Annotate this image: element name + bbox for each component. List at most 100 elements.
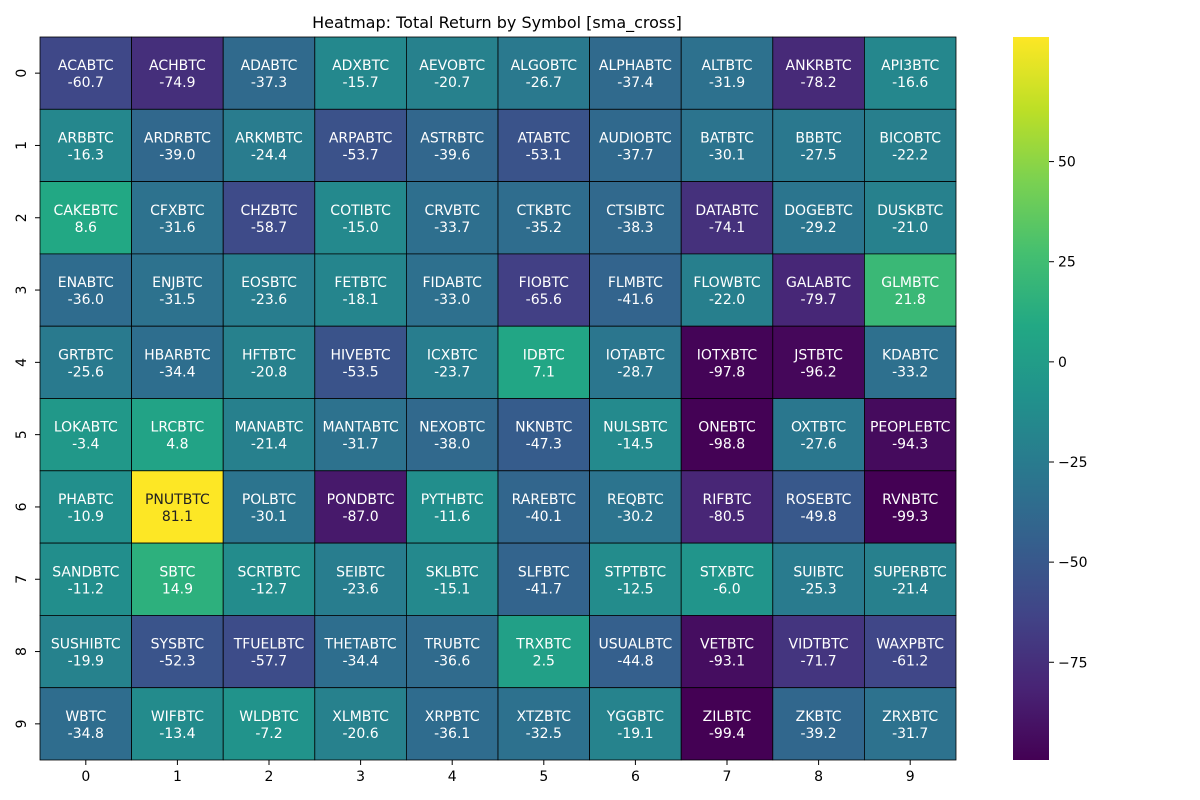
heatmap-cell-rect	[405, 398, 499, 472]
x-tick-label: 0	[81, 769, 90, 785]
heatmap-cell-rect	[589, 615, 682, 689]
cell-value: -33.0	[434, 292, 470, 308]
cell-symbol: EOSBTC	[241, 275, 297, 291]
heatmap-cell: WLDBTC-7.2	[222, 687, 316, 761]
heatmap-cell-rect	[39, 398, 132, 472]
x-tick-label: 4	[448, 769, 457, 785]
heatmap-cell-rect	[680, 615, 774, 689]
cell-value: -30.1	[709, 147, 745, 163]
heatmap-cell: SEIBTC-23.6	[314, 542, 407, 616]
cell-symbol: OXTBTC	[791, 420, 846, 436]
heatmap-cell: PEOPLEBTC-94.3	[864, 398, 957, 472]
cell-symbol: VIDTBTC	[789, 637, 849, 653]
heatmap-cell-rect	[131, 325, 224, 399]
heatmap-cell-rect	[314, 398, 407, 472]
heatmap-cell: SANDBTC-11.2	[39, 542, 132, 616]
cell-symbol: ALTBTC	[701, 58, 752, 74]
heatmap-cell: ACABTC-60.7	[39, 36, 132, 110]
heatmap-cell: MANTABTC-31.7	[314, 398, 407, 472]
heatmap-cell: VETBTC-93.1	[680, 615, 774, 689]
cell-symbol: DUSKBTC	[877, 203, 943, 219]
y-tick-label: 5	[14, 430, 30, 439]
heatmap-cell: HBARBTC-34.4	[131, 325, 224, 399]
cell-symbol: ENJBTC	[152, 275, 203, 291]
x-tick-label: 3	[356, 769, 365, 785]
cell-symbol: ICXBTC	[427, 347, 478, 363]
cell-value: -20.8	[251, 364, 287, 380]
cell-value: -21.0	[892, 220, 928, 236]
heatmap-cell-rect	[497, 398, 590, 472]
cell-symbol: KDABTC	[882, 347, 939, 363]
heatmap-cell-rect	[589, 687, 682, 761]
cell-symbol: STXBTC	[700, 564, 754, 580]
heatmap-cell-rect	[222, 398, 316, 472]
heatmap-cell: AEVOBTC-20.7	[405, 36, 499, 110]
cell-value: -19.1	[617, 726, 653, 742]
heatmap-cell: DATABTC-74.1	[680, 181, 774, 255]
cell-value: -94.3	[892, 437, 928, 453]
heatmap-cell: REQBTC-30.2	[589, 470, 682, 544]
heatmap-cell: ATABTC-53.1	[497, 108, 590, 183]
colorbar-gradient	[1013, 37, 1049, 760]
heatmap-cell-rect	[680, 687, 774, 761]
heatmap-cell-rect	[864, 470, 957, 544]
cell-symbol: FLMBTC	[608, 275, 663, 291]
cell-symbol: SLFBTC	[518, 564, 570, 580]
cell-value: -38.0	[434, 437, 470, 453]
cell-symbol: HIVEBTC	[330, 347, 390, 363]
heatmap-cell-rect	[864, 181, 957, 255]
cell-symbol: MANABTC	[235, 420, 304, 436]
cell-symbol: ADABTC	[241, 58, 298, 74]
cell-symbol: USUALBTC	[598, 637, 672, 653]
heatmap-cell: ANKRBTC-78.2	[772, 36, 865, 110]
heatmap-cell: KDABTC-33.2	[864, 325, 957, 399]
cell-value: -52.3	[159, 654, 195, 670]
y-tick-label: 4	[14, 358, 30, 367]
x-axis: 0 1 2 3 4 5 6 7 8 9	[81, 760, 915, 785]
cell-value: -23.7	[434, 364, 470, 380]
heatmap-cell: GALABTC-79.7	[772, 253, 865, 327]
cell-symbol: ONEBTC	[698, 420, 756, 436]
heatmap-cell-rect	[131, 108, 224, 183]
cell-value: -37.3	[251, 75, 287, 91]
heatmap-cell-rect	[222, 542, 316, 616]
heatmap-cell: FIDABTC-33.0	[405, 253, 499, 327]
heatmap-cell: STXBTC-6.0	[680, 542, 774, 616]
cell-symbol: HBARBTC	[144, 347, 211, 363]
cell-symbol: ACHBTC	[149, 58, 206, 74]
cell-symbol: GRTBTC	[58, 347, 113, 363]
cell-value: -22.0	[709, 292, 745, 308]
cell-symbol: FETBTC	[334, 275, 387, 291]
heatmap-cell-rect	[589, 108, 682, 183]
heatmap-cell: ALPHABTC-37.4	[589, 36, 682, 110]
cell-value: -39.2	[800, 726, 836, 742]
cell-symbol: LOKABTC	[54, 420, 118, 436]
cell-value: -12.5	[617, 581, 653, 597]
heatmap-cell-rect	[864, 615, 957, 689]
cell-symbol: WBTC	[65, 709, 106, 725]
heatmap-cell: SKLBTC-15.1	[405, 542, 499, 616]
heatmap-cell-rect	[589, 470, 682, 544]
cell-value: -79.7	[800, 292, 836, 308]
cell-value: -13.4	[159, 726, 195, 742]
heatmap-cell-rect	[864, 687, 957, 761]
y-tick-label: 1	[14, 141, 30, 150]
heatmap-cell: PONDBTC-87.0	[314, 470, 407, 544]
heatmap-cell-rect	[222, 36, 316, 110]
cell-value: -44.8	[617, 654, 653, 670]
cell-value: -22.2	[892, 147, 928, 163]
heatmap-cell-rect	[772, 108, 865, 183]
cell-symbol: STPTBTC	[605, 564, 667, 580]
cell-value: -7.2	[255, 726, 282, 742]
cell-symbol: ROSEBTC	[786, 492, 852, 508]
cell-value: 4.8	[166, 437, 188, 453]
cell-value: -37.4	[617, 75, 653, 91]
heatmap-cell-rect	[131, 470, 224, 544]
cell-value: -31.6	[159, 220, 195, 236]
heatmap-cell-rect	[131, 542, 224, 616]
heatmap-cell-rect	[405, 687, 499, 761]
heatmap-cell-rect	[405, 542, 499, 616]
